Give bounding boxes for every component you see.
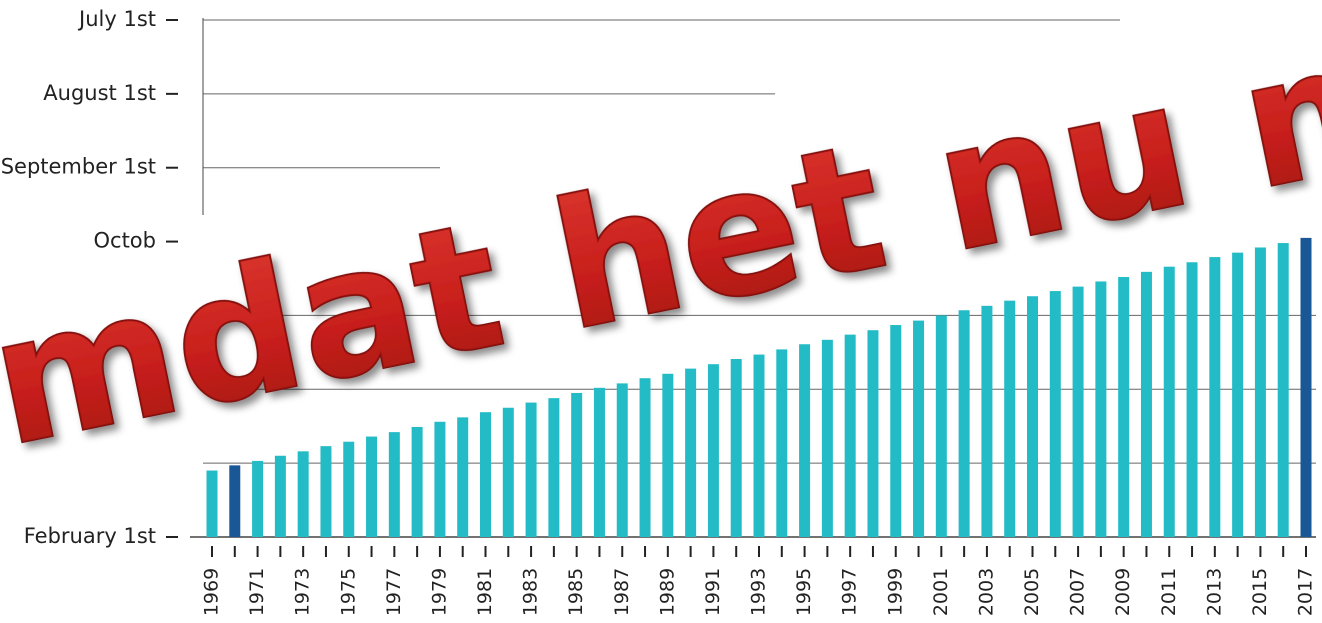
bar	[1095, 281, 1106, 537]
bar	[1073, 287, 1084, 537]
bar	[594, 388, 605, 537]
x-tick-label: 1973	[292, 568, 314, 616]
bar	[685, 369, 696, 537]
x-tick-label: 1999	[884, 568, 906, 616]
bar	[434, 422, 445, 537]
x-tick-label: 1985	[565, 568, 587, 616]
bar	[389, 432, 400, 537]
bar	[1004, 301, 1015, 537]
bar	[1301, 238, 1312, 537]
bar	[526, 403, 537, 537]
bar	[1232, 253, 1243, 537]
bar	[822, 340, 833, 537]
y-tick-label: August 1st	[43, 81, 156, 105]
x-tick-label: 2011	[1158, 568, 1180, 616]
x-tick-label: 2009	[1112, 568, 1134, 616]
x-tick-label: 1993	[748, 568, 770, 616]
bar	[1278, 243, 1289, 537]
x-tick-label: 1981	[474, 568, 496, 616]
bar	[320, 446, 331, 537]
y-tick-label: September 1st	[1, 155, 156, 179]
bar	[298, 451, 309, 537]
y-tick-label: July 1st	[77, 7, 156, 31]
bar	[207, 471, 218, 537]
x-tick-label: 1995	[793, 568, 815, 616]
bar	[1164, 267, 1175, 537]
x-tick-label: 1991	[702, 568, 724, 616]
x-tick-label: 2001	[930, 568, 952, 616]
bar	[913, 321, 924, 537]
x-tick-label: 1971	[246, 568, 268, 616]
x-tick-label: 1969	[201, 568, 223, 616]
x-tick-label: 1989	[656, 568, 678, 616]
bar	[480, 412, 491, 537]
bar	[412, 427, 423, 537]
bar	[708, 364, 719, 537]
x-tick-label: 1977	[383, 568, 405, 616]
bar	[890, 325, 901, 537]
bar	[503, 408, 514, 537]
bar	[1187, 262, 1198, 537]
bar	[252, 461, 263, 537]
bar	[571, 393, 582, 537]
bar	[662, 374, 673, 537]
bar	[366, 437, 377, 537]
chart: July 1st August 1st September 1st Octob Febr…	[0, 0, 1322, 623]
x-tick-label: 1987	[611, 568, 633, 616]
x-tick-label: 2017	[1295, 568, 1317, 616]
x-tick-label: 2013	[1203, 568, 1225, 616]
bar	[548, 398, 559, 537]
bar	[1255, 247, 1266, 537]
x-tick-label: 1975	[337, 568, 359, 616]
x-tick-label: 2007	[1067, 568, 1089, 616]
x-tick-label: 1983	[520, 568, 542, 616]
bar	[845, 335, 856, 537]
x-tick-label: 2005	[1021, 568, 1043, 616]
y-tick-label: February 1st	[24, 524, 156, 548]
bar	[867, 330, 878, 537]
bar	[640, 378, 651, 537]
bar	[754, 355, 765, 537]
bar	[617, 383, 628, 537]
bar	[1209, 257, 1220, 537]
bar	[731, 359, 742, 537]
bar	[1141, 272, 1152, 537]
bar	[776, 349, 787, 537]
bar	[275, 456, 286, 537]
bar	[1050, 291, 1061, 537]
bar	[343, 442, 354, 537]
bar	[229, 465, 240, 537]
bar	[959, 310, 970, 537]
bar	[457, 417, 468, 537]
x-tick-label: 2015	[1249, 568, 1271, 616]
y-tick-label: Octob	[94, 229, 157, 253]
x-tick-label: 1997	[839, 568, 861, 616]
x-tick-label: 1979	[428, 568, 450, 616]
bar	[981, 306, 992, 537]
bar	[799, 344, 810, 537]
x-tick-label: 2003	[975, 568, 997, 616]
bar	[936, 315, 947, 537]
bar	[1027, 296, 1038, 537]
bar	[1118, 277, 1129, 537]
